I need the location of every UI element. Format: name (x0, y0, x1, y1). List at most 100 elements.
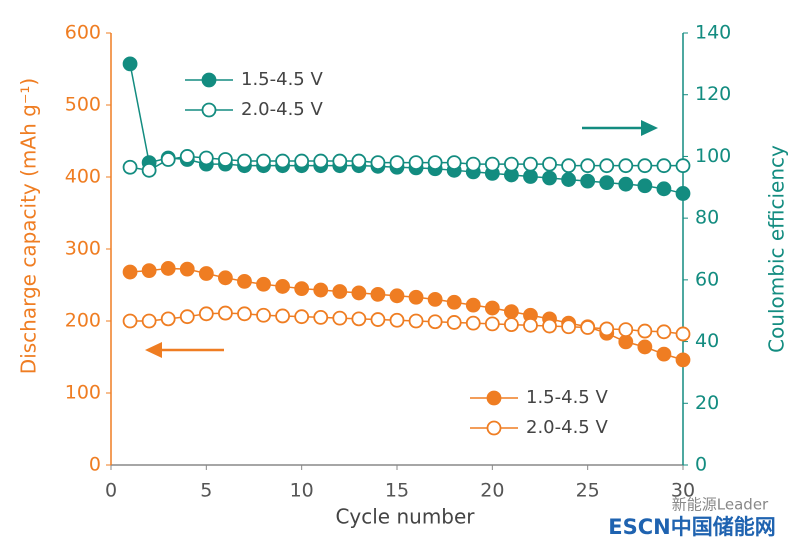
x-tick-label: 5 (200, 480, 212, 502)
marker (313, 282, 329, 298)
marker (370, 286, 386, 302)
y2-tick-label: 40 (695, 330, 719, 352)
marker (675, 158, 691, 174)
marker (484, 316, 500, 332)
y2-tick-label: 140 (695, 22, 731, 44)
arrow-head (145, 342, 162, 358)
marker (675, 352, 691, 368)
marker (618, 158, 634, 174)
marker (237, 273, 252, 289)
legend-label: 1.5-4.5 V (241, 69, 323, 90)
watermark-bottom: ESCN中国储能网 (608, 515, 775, 539)
legend-label: 1.5-4.5 V (526, 387, 608, 408)
arrow-head (641, 120, 658, 136)
marker (675, 186, 691, 201)
x-tick-label: 15 (385, 480, 409, 502)
y2-tick-label: 0 (695, 454, 707, 476)
marker (446, 155, 462, 171)
legend-label: 2.0-4.5 V (241, 99, 323, 120)
marker (198, 306, 214, 322)
marker (122, 264, 138, 280)
marker (408, 289, 424, 305)
marker (523, 156, 538, 172)
legend-marker (486, 420, 502, 436)
x-tick-label: 10 (290, 480, 314, 502)
marker (256, 153, 271, 169)
y2-tick-label: 20 (695, 392, 719, 414)
marker (217, 270, 233, 286)
marker (656, 181, 672, 197)
marker (408, 313, 424, 329)
y-tick-label: 400 (65, 166, 101, 188)
y-tick-label: 100 (65, 382, 101, 404)
marker (656, 158, 672, 174)
marker (427, 155, 443, 171)
y-tick-label: 500 (65, 94, 101, 116)
marker (179, 149, 195, 164)
marker (561, 172, 576, 187)
marker (294, 153, 310, 169)
marker (618, 176, 634, 192)
x-tick-label: 30 (671, 480, 695, 502)
marker (179, 309, 195, 325)
marker (237, 153, 252, 169)
marker (484, 156, 500, 172)
y-tick-label: 0 (89, 454, 101, 476)
marker (637, 339, 653, 355)
marker (618, 334, 634, 350)
marker (294, 309, 310, 325)
marker (160, 261, 176, 276)
x-tick-label: 0 (105, 480, 117, 502)
marker (141, 162, 157, 178)
x-axis-title: Cycle number (335, 505, 475, 529)
marker (599, 158, 615, 174)
marker (503, 317, 519, 333)
marker (503, 304, 519, 320)
marker (427, 314, 443, 330)
marker (141, 313, 157, 329)
marker (198, 266, 214, 281)
marker (351, 153, 367, 169)
marker (523, 317, 538, 333)
marker (370, 312, 386, 327)
marker (122, 313, 138, 329)
marker (580, 320, 596, 335)
marker (122, 159, 138, 175)
marker (275, 308, 291, 324)
marker (561, 158, 576, 174)
x-tick-label: 20 (480, 480, 504, 502)
legend-label: 2.0-4.5 V (526, 417, 608, 438)
marker (179, 261, 195, 277)
marker (503, 156, 519, 172)
marker (542, 318, 557, 334)
marker (484, 300, 500, 316)
y-axis-title: Discharge capacity (mAh g⁻¹) (17, 78, 41, 374)
watermark-top: 新能源Leader (672, 496, 769, 514)
marker (389, 288, 405, 304)
marker (332, 284, 348, 299)
marker (542, 170, 557, 186)
marker (542, 156, 557, 172)
marker (599, 321, 615, 337)
marker (275, 153, 291, 169)
marker (637, 323, 653, 339)
y2-tick-label: 80 (695, 207, 719, 229)
y2-axis-title: Coulombic efficiency (765, 145, 789, 353)
y2-tick-label: 100 (695, 145, 731, 167)
marker (580, 173, 596, 189)
marker (351, 311, 367, 327)
marker (599, 175, 615, 191)
marker (561, 319, 576, 335)
marker (370, 155, 386, 171)
marker (389, 312, 405, 328)
marker (351, 285, 367, 301)
marker (465, 156, 481, 172)
direction-arrows (145, 120, 658, 358)
marker (523, 169, 538, 184)
y2-tick-label: 120 (695, 83, 731, 105)
marker (656, 324, 672, 340)
marker (160, 152, 176, 167)
marker (637, 158, 653, 174)
marker (141, 263, 157, 279)
